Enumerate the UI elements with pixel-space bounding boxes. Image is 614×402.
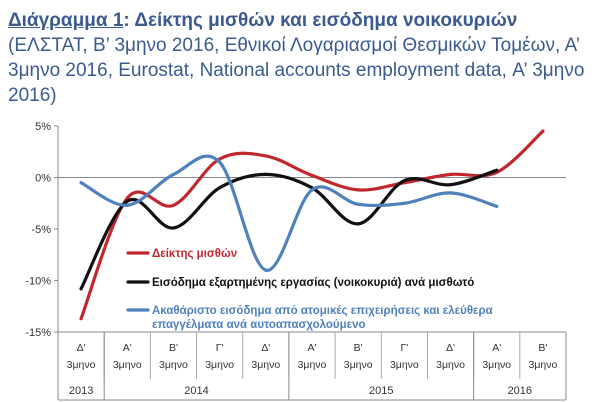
data-point-self-employed-income	[402, 201, 406, 205]
data-point-self-employed-income	[171, 172, 176, 177]
series-line-employee-income	[79, 168, 499, 291]
x-tick-label-word: 3μηνο	[205, 359, 234, 371]
data-point-self-employed-income	[356, 202, 360, 206]
x-tick-label-word: 3μηνο	[251, 359, 280, 371]
legend-label-line: Δείκτης μισθών	[152, 248, 237, 260]
y-tick-label: -10%	[25, 276, 51, 288]
x-tick-label-quarter: Α'	[492, 342, 501, 354]
x-tick-label-word: 3μηνο	[298, 359, 327, 371]
x-year-label: 2013	[69, 385, 93, 397]
chart-legend: Δείκτης μισθών Εισόδημα εξαρτημένης εργασ…	[126, 248, 493, 331]
x-tick-label-word: 3μηνο	[528, 359, 557, 371]
x-year-label: 2014	[184, 385, 208, 397]
x-tick-label-word: 3μηνο	[482, 359, 511, 371]
legend-label-line: επαγγέλματα ανά αυτοαπασχολούμενο	[152, 319, 366, 331]
chart-source-note: (ΕΛΣΤΑΤ, Β’ 3μηνο 2016, Εθνικοί Λογαριασ…	[8, 35, 585, 106]
x-tick-label-word: 3μηνο	[159, 359, 188, 371]
x-tick-label-quarter: Α'	[307, 342, 316, 354]
legend-label-wage-index: Δείκτης μισθών	[152, 248, 237, 260]
data-point-wage-index	[264, 154, 268, 158]
series-line-wage-index	[79, 129, 545, 321]
data-point-self-employed-income	[310, 188, 314, 192]
x-tick-label-quarter: Β'	[354, 342, 363, 354]
x-tick-label-quarter: Β'	[169, 342, 178, 354]
x-tick-label-quarter: Δ'	[77, 342, 86, 354]
data-point-employee-income	[171, 226, 176, 230]
chart-axes: 5% 0% -5% -10% -15% Δ' 3μηνο Α' 3μηνο Β' 3μηνο Γ' 3μ…	[25, 121, 567, 401]
legend-label-line: Εισόδημα εξαρτημένης εργασίας (νοικοκυρι…	[152, 277, 474, 289]
x-tick-label-quarter: Δ'	[446, 342, 455, 354]
series-layer	[79, 129, 545, 321]
chart-title-colon: :	[123, 10, 135, 31]
series-line-self-employed-income	[79, 154, 499, 272]
x-year-label: 2015	[369, 385, 393, 397]
chart-title-block: Διάγραμμα 1: Δείκτης μισθών και εισόδημα…	[8, 8, 608, 108]
data-point-wage-index	[79, 317, 83, 321]
y-tick-label: -5%	[31, 224, 51, 236]
y-tick-label: -15%	[25, 327, 51, 339]
data-point-employee-income	[495, 168, 499, 172]
x-tick-label-word: 3μηνο	[113, 359, 142, 371]
data-point-self-employed-income	[218, 160, 222, 164]
data-point-wage-index	[171, 203, 176, 207]
legend-label-employee-income: Εισόδημα εξαρτημένης εργασίας (νοικοκυρι…	[152, 277, 474, 289]
x-tick-label-word: 3μηνο	[67, 359, 96, 371]
data-point-employee-income	[125, 199, 129, 203]
data-point-employee-income	[402, 178, 406, 183]
data-point-self-employed-income	[448, 191, 453, 195]
x-tick-label-quarter: Α'	[123, 342, 132, 354]
data-point-employee-income	[356, 222, 360, 226]
data-point-employee-income	[264, 172, 268, 177]
x-tick-label-word: 3μηνο	[344, 359, 373, 371]
data-point-employee-income	[79, 287, 83, 291]
x-tick-label-word: 3μηνο	[436, 359, 465, 371]
data-point-wage-index	[541, 129, 545, 133]
x-tick-label-quarter: Δ'	[261, 342, 270, 354]
data-point-wage-index	[448, 172, 453, 177]
y-tick-label: 5%	[35, 121, 51, 133]
data-point-self-employed-income	[79, 181, 83, 185]
data-point-wage-index	[356, 188, 360, 192]
x-year-label: 2016	[508, 385, 532, 397]
x-tick-label-quarter: Β'	[538, 342, 547, 354]
data-point-self-employed-income	[264, 268, 268, 272]
data-point-employee-income	[218, 186, 222, 190]
x-tick-label-quarter: Γ'	[216, 342, 224, 354]
legend-label-self-employed-income: Ακαθάριστο εισόδημα από ατομικές επιχειρ…	[152, 305, 493, 331]
data-point-wage-index	[125, 196, 129, 200]
chart-title-prefix: Διάγραμμα 1	[8, 10, 124, 31]
legend-label-line: Ακαθάριστο εισόδημα από ατομικές επιχειρ…	[152, 305, 493, 317]
data-point-wage-index	[310, 173, 314, 178]
data-point-self-employed-income	[495, 204, 499, 208]
data-point-employee-income	[448, 183, 453, 187]
data-point-self-employed-income	[125, 203, 129, 207]
chart-title-main: Δείκτης μισθών και εισόδημα νοικοκυριών	[134, 10, 518, 31]
y-tick-label: 0%	[35, 173, 51, 185]
x-tick-label-quarter: Γ'	[400, 342, 408, 354]
x-tick-label-word: 3μηνο	[390, 359, 419, 371]
